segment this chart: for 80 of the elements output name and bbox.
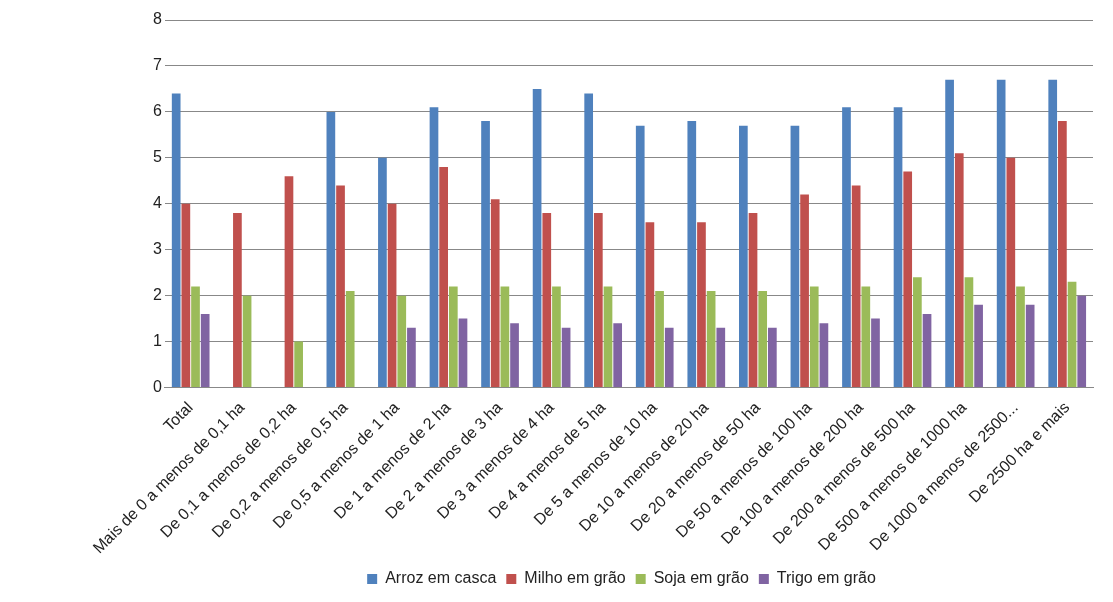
bar	[697, 222, 706, 388]
legend-label: Milho em grão	[524, 569, 626, 587]
bar	[294, 341, 303, 388]
bar	[1067, 281, 1077, 388]
y-tick-label: 1	[152, 331, 162, 349]
bar	[945, 79, 954, 388]
bar	[706, 291, 716, 388]
bar	[645, 222, 655, 388]
bar	[542, 212, 552, 388]
y-tick-label: 8	[152, 10, 162, 28]
bar	[913, 277, 922, 388]
bar	[1077, 295, 1087, 388]
bar	[242, 295, 252, 388]
y-tick-label: 3	[152, 240, 162, 258]
bar	[326, 111, 336, 388]
bar	[584, 93, 594, 388]
bar	[387, 203, 397, 388]
legend-label: Arroz em casca	[385, 569, 497, 587]
bar	[996, 79, 1006, 388]
bar	[800, 194, 809, 388]
bar	[171, 93, 181, 388]
y-tick-label: 2	[152, 286, 162, 304]
bar	[1048, 79, 1058, 388]
bar	[687, 121, 697, 388]
bar	[458, 318, 468, 388]
y-tick-label: 7	[152, 56, 162, 74]
bar	[552, 286, 561, 388]
bar	[593, 212, 603, 388]
bar	[716, 327, 726, 388]
bar	[809, 286, 819, 388]
bar	[768, 327, 777, 388]
bar	[481, 121, 490, 388]
bar	[510, 323, 519, 388]
y-tick-label: 5	[152, 148, 162, 166]
y-tick-label: 6	[152, 102, 162, 120]
bar	[635, 125, 645, 388]
bar	[748, 212, 758, 388]
bar	[378, 157, 387, 388]
bar	[758, 291, 768, 388]
bar	[200, 314, 210, 388]
bar	[439, 167, 448, 388]
bar	[429, 107, 439, 388]
bar	[842, 107, 851, 388]
bar	[871, 318, 880, 388]
legend-label: Soja em grão	[653, 569, 749, 587]
legend-label: Trigo em grão	[776, 569, 876, 587]
bar	[1006, 157, 1016, 388]
bar	[397, 295, 407, 388]
bar	[561, 327, 571, 388]
bar	[655, 291, 664, 388]
bar	[664, 327, 674, 388]
bar	[893, 107, 903, 388]
bar	[336, 185, 345, 388]
bar	[490, 199, 500, 388]
bar	[964, 277, 974, 388]
bar	[819, 323, 829, 388]
bar	[345, 291, 355, 388]
bar	[954, 153, 964, 388]
bar	[181, 203, 191, 388]
bar	[861, 286, 871, 388]
bar	[851, 185, 861, 388]
bar	[1016, 286, 1025, 388]
bar	[191, 286, 200, 388]
bar	[1025, 304, 1035, 388]
bar	[448, 286, 458, 388]
bar	[603, 286, 613, 388]
bar	[284, 176, 294, 388]
bar	[1058, 121, 1067, 388]
bar	[613, 323, 623, 388]
bar	[974, 304, 983, 388]
bar	[922, 314, 932, 388]
y-tick-label: 4	[152, 194, 162, 212]
bar	[500, 286, 510, 388]
bar	[233, 212, 242, 388]
bar	[739, 125, 748, 388]
bar	[903, 171, 913, 388]
bar	[532, 88, 542, 388]
y-tick-label: 0	[152, 377, 162, 395]
bar	[790, 125, 800, 388]
bar	[407, 327, 416, 388]
